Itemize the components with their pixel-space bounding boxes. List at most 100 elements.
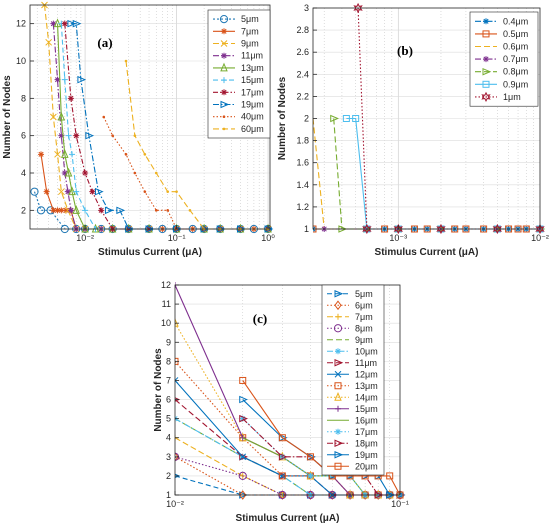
data-point	[61, 149, 69, 158]
legend-entry: 13μm	[355, 381, 378, 391]
data-point	[58, 207, 65, 214]
data-point	[77, 75, 87, 84]
legend: 5μm 7μm 9μm 11μm 13μm 15μm 17μm 19μm 40μm 60μm	[207, 9, 271, 139]
data-point	[306, 453, 314, 461]
panel-tag: (a)	[97, 35, 112, 50]
legend-box	[469, 11, 539, 107]
y-tick-label: 1.8	[296, 136, 309, 146]
y-tick-label: 2	[166, 471, 171, 481]
data-point	[67, 19, 77, 28]
legend-marker	[221, 52, 227, 59]
data-point	[61, 20, 68, 27]
data-point	[535, 223, 545, 235]
data-point	[124, 59, 128, 63]
legend-entry: 19μm	[241, 100, 264, 110]
data-point	[89, 188, 96, 195]
data-point	[57, 188, 65, 196]
legend-marker	[221, 89, 227, 96]
legend-entry: 9μm	[241, 39, 259, 49]
y-tick-label: 5	[166, 414, 171, 424]
chart-panel-b: 10⁻³ 10⁻² 1 1.2 1.4 1.6 1.8 2 2.2 2.4 2.6 2.8 3 Stimu…	[277, 2, 549, 258]
data-point	[133, 134, 137, 137]
data-point	[102, 115, 106, 119]
legend-entry: 0.5μm	[503, 29, 528, 39]
legend-marker	[221, 77, 227, 84]
y-tick-label: 1	[304, 224, 309, 234]
legend-marker	[483, 56, 489, 63]
data-point	[81, 223, 89, 233]
legend-marker	[334, 439, 344, 448]
legend-entry: 7μm	[241, 26, 259, 36]
data-point	[239, 376, 247, 384]
data-point	[238, 471, 247, 481]
legend-marker	[482, 80, 490, 88]
data-point	[239, 414, 249, 423]
series-line	[242, 380, 401, 496]
data-point	[61, 76, 68, 83]
data-point	[386, 472, 394, 480]
legend: 0.4μm 0.5μm 0.6μm 0.7μm 0.8μm 0.9μm 1μm	[469, 11, 539, 107]
legend-entry: 17μm	[241, 87, 264, 97]
legend-entry: 10μm	[355, 346, 378, 356]
data-point	[330, 114, 339, 123]
legend-entry: 8μm	[355, 323, 373, 333]
data-point	[143, 153, 147, 156]
legend-marker	[334, 358, 344, 367]
data-point	[58, 132, 65, 139]
y-tick-label: 4	[21, 168, 26, 178]
legend-marker	[335, 348, 341, 355]
data-point	[307, 472, 314, 479]
legend: 5μm6μm7μm8μm9μm10μm11μm12μm13μm14μm15μm1…	[321, 284, 385, 476]
data-point	[36, 206, 46, 215]
data-point	[54, 150, 61, 158]
legend-marker	[221, 28, 227, 35]
y-tick-label: 2.4	[296, 69, 309, 79]
data-point	[72, 205, 80, 214]
data-point	[278, 453, 288, 461]
data-point	[50, 113, 57, 121]
y-tick-label: 3	[304, 3, 309, 13]
series-line	[175, 456, 400, 496]
data-point	[154, 171, 158, 175]
data-point	[239, 415, 246, 422]
legend-marker	[335, 428, 341, 435]
y-tick-label: 1.4	[296, 180, 309, 190]
data-point	[61, 170, 68, 176]
data-point	[38, 151, 45, 158]
data-point	[353, 2, 363, 14]
legend-entry: 19μm	[355, 450, 378, 460]
data-point	[239, 490, 247, 500]
legend-marker	[334, 450, 344, 459]
x-axis-label: Stimulus Current (μA)	[98, 247, 202, 258]
legend-entry: 14μm	[355, 392, 378, 402]
x-axis-label: Stimulus Current (μA)	[236, 513, 340, 524]
legend-marker	[334, 289, 344, 298]
x-tick-label: 10⁻¹	[391, 499, 409, 509]
legend-entry: 0.4μm	[503, 16, 528, 26]
y-tick-label: 12	[161, 280, 171, 290]
y-tick-label: 6	[21, 131, 26, 141]
data-point	[342, 115, 350, 122]
legend-marker	[220, 100, 230, 109]
y-axis-label: Number of Nodes	[2, 75, 13, 159]
data-point	[72, 19, 82, 28]
y-tick-label: 4	[166, 433, 171, 443]
data-point	[166, 209, 170, 212]
data-point	[175, 317, 179, 327]
legend-marker	[481, 91, 491, 103]
x-tick-label: 10⁻¹	[168, 233, 186, 243]
data-point	[67, 95, 74, 102]
y-tick-label: 2	[21, 205, 26, 215]
data-point	[188, 209, 192, 212]
data-point	[492, 223, 503, 235]
y-tick-label: 6	[166, 395, 171, 405]
x-axis-label: Stimulus Current (μA)	[375, 247, 479, 258]
legend-entry: 9μm	[355, 335, 373, 345]
series-line	[70, 23, 269, 230]
legend-entry: 60μm	[241, 124, 264, 134]
data-point	[143, 190, 147, 193]
data-point	[82, 207, 89, 214]
legend-entry: 12μm	[355, 369, 378, 379]
y-tick-label: 1.2	[296, 202, 309, 212]
data-point	[50, 207, 57, 214]
